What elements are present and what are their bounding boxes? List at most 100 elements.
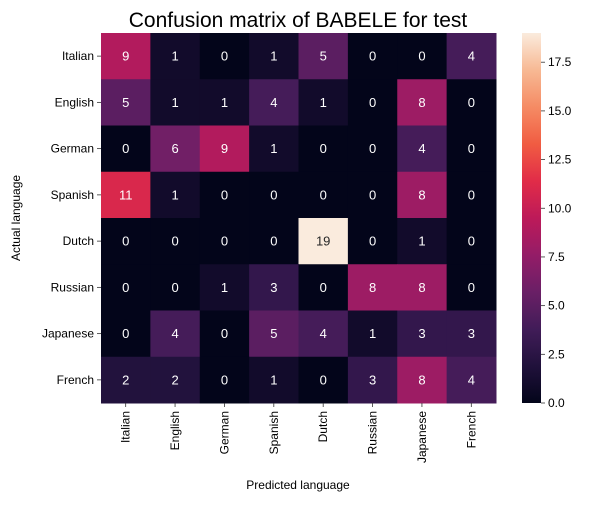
cell-value-label: 6 [171, 141, 178, 156]
x-axis-label: Predicted language [246, 478, 350, 492]
heatmap-cell [150, 79, 201, 126]
heatmap-cells [101, 33, 497, 404]
heatmap-cell [101, 218, 151, 265]
x-tick-label: Spanish [267, 411, 281, 454]
heatmap-cell [150, 264, 201, 311]
cell-value-label: 4 [270, 95, 277, 110]
heatmap-cell [347, 356, 398, 404]
heatmap-cell [397, 264, 448, 311]
heatmap-cell [199, 218, 250, 265]
heatmap-cell [446, 33, 497, 80]
heatmap-cell [199, 310, 250, 358]
heatmap-cell [249, 218, 299, 265]
heatmap-cell [249, 310, 299, 358]
y-tick-label: Italian [62, 49, 94, 63]
cell-value-label: 8 [418, 187, 425, 202]
cell-value-label: 1 [270, 49, 277, 64]
x-tick-label: English [168, 411, 182, 450]
heatmap-cell [150, 218, 201, 265]
colorbar-tick-label: 0.0 [548, 396, 565, 410]
heatmap-cell [446, 79, 497, 126]
cell-value-label: 0 [468, 141, 475, 156]
heatmap-cell [101, 79, 151, 126]
heatmap-cell [397, 356, 448, 404]
y-tick-label: Spanish [51, 188, 94, 202]
heatmap-cell [397, 79, 448, 126]
cell-value-label: 2 [122, 372, 129, 387]
cell-value-label: 0 [122, 141, 129, 156]
y-tick-label: Japanese [42, 327, 94, 341]
y-tick-labels: Italian English German Spanish Dutch Russian J… [42, 49, 101, 387]
heatmap-cell [101, 33, 151, 80]
heatmap-cell [397, 218, 448, 265]
heatmap-cell [298, 264, 349, 311]
colorbar-tick-label: 17.5 [548, 55, 572, 69]
heatmap-cell [249, 356, 299, 404]
heatmap-cell [298, 310, 349, 358]
heatmap-cell [199, 33, 250, 80]
cell-value-label: 0 [320, 280, 327, 295]
cell-value-label: 19 [316, 234, 330, 249]
x-tick-label: Russian [366, 411, 380, 454]
cell-value-label: 3 [418, 326, 425, 341]
heatmap-cell [347, 125, 398, 173]
cell-value-label: 5 [270, 326, 277, 341]
heatmap-cell [446, 356, 497, 404]
heatmap-cell [101, 356, 151, 404]
cell-value-label: 5 [122, 95, 129, 110]
heatmap-cell [101, 310, 151, 358]
chart-title: Confusion matrix of BABELE for test [129, 9, 468, 32]
y-tick-label: German [51, 142, 94, 156]
cell-value-label: 4 [171, 326, 178, 341]
y-tick-label: English [55, 95, 94, 109]
heatmap-cell [199, 125, 250, 173]
cell-value-label: 0 [468, 187, 475, 202]
cell-value-label: 0 [468, 95, 475, 110]
cell-value-label: 0 [369, 187, 376, 202]
colorbar-tick-label: 2.5 [548, 347, 565, 361]
x-tick-label: Japanese [415, 411, 429, 463]
cell-value-label: 0 [221, 372, 228, 387]
y-axis-label: Actual language [9, 175, 23, 261]
cell-value-label: 0 [171, 280, 178, 295]
heatmap-cell [249, 264, 299, 311]
colorbar-ticks: 0.0 2.5 5.0 7.5 10.0 12.5 15.0 17.5 [541, 55, 572, 410]
cell-value-label: 4 [468, 49, 475, 64]
heatmap-cell [397, 310, 448, 358]
heatmap-cell [199, 356, 250, 404]
heatmap-cell [150, 171, 201, 219]
colorbar [522, 33, 541, 403]
cell-value-label: 0 [270, 187, 277, 202]
cell-value-label: 0 [221, 326, 228, 341]
heatmap-cell [446, 125, 497, 173]
cell-value-label: 1 [369, 326, 376, 341]
cell-value-label: 1 [171, 49, 178, 64]
cell-value-label: 0 [468, 234, 475, 249]
heatmap-cell [446, 264, 497, 311]
cell-value-label: 0 [122, 280, 129, 295]
cell-value-label: 0 [122, 234, 129, 249]
cell-value-label: 4 [468, 372, 475, 387]
heatmap-cell [298, 33, 349, 80]
heatmap-cell [199, 171, 250, 219]
cell-value-label: 0 [221, 234, 228, 249]
heatmap-cell [199, 264, 250, 311]
cell-value-label: 1 [270, 372, 277, 387]
cell-value-label: 0 [320, 187, 327, 202]
cell-value-label: 8 [418, 95, 425, 110]
heatmap-cell [298, 79, 349, 126]
cell-value-label: 1 [270, 141, 277, 156]
cell-value-label: 0 [369, 141, 376, 156]
cell-value-label: 3 [468, 326, 475, 341]
heatmap-cell [249, 33, 299, 80]
heatmap-cell [101, 264, 151, 311]
heatmap-cell [249, 79, 299, 126]
cell-value-label: 8 [418, 372, 425, 387]
x-tick-labels: Italian English German Spanish Dutch Russian J… [119, 403, 478, 463]
heatmap-cell [347, 218, 398, 265]
y-tick-label: French [57, 373, 94, 387]
cell-value-label: 0 [418, 49, 425, 64]
heatmap-cell [446, 218, 497, 265]
cell-value-label: 9 [221, 141, 228, 156]
